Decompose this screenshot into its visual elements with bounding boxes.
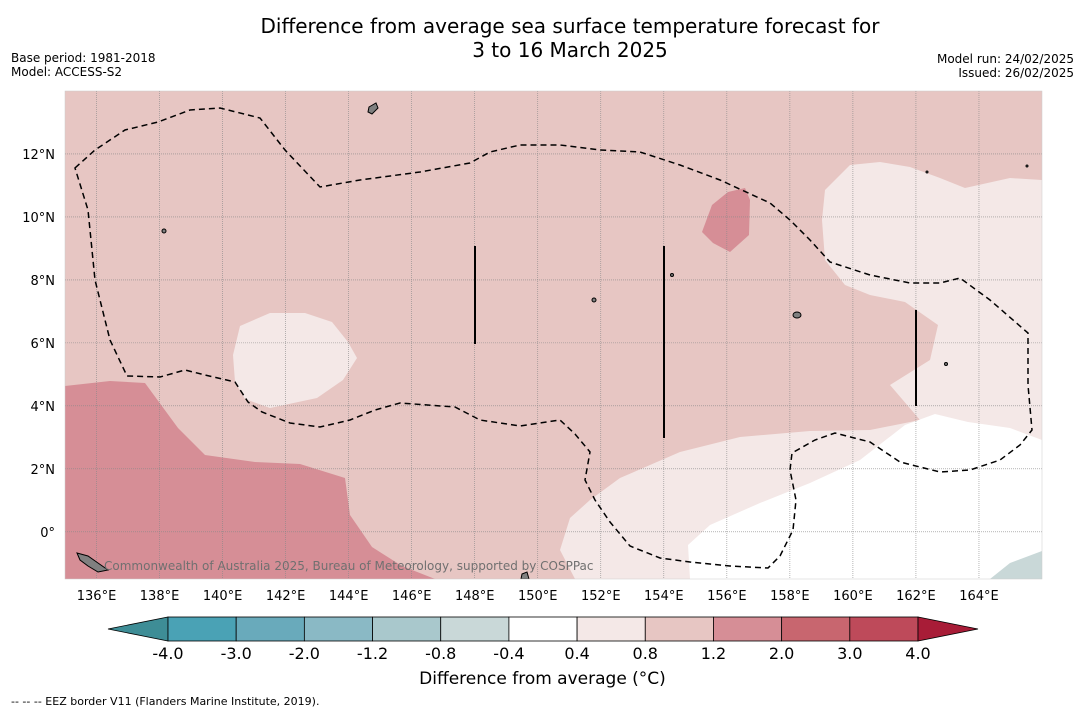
- lon-tick-label: 140°E: [203, 589, 243, 604]
- colorbar-segment: [235, 616, 305, 642]
- lon-tick-label: 150°E: [518, 589, 558, 604]
- colorbar-segment: [167, 616, 237, 642]
- model-name: Model: ACCESS-S2: [11, 65, 123, 79]
- colorbar-tick: 4.0: [905, 644, 931, 663]
- lon-tick-label: 164°E: [959, 589, 999, 604]
- colorbar-segment: [781, 616, 851, 642]
- lon-tick-label: 138°E: [140, 589, 180, 604]
- island-small-5: [925, 170, 929, 174]
- anomaly-region-se-cool: [990, 551, 1042, 579]
- colorbar-segment: [849, 616, 919, 642]
- lon-tick-label: 160°E: [833, 589, 873, 604]
- lat-tick-label: 2°N: [31, 463, 56, 478]
- lon-tick-label: 154°E: [644, 589, 684, 604]
- colorbar-segment: [303, 616, 373, 642]
- colorbar-segment: [644, 616, 714, 642]
- eez-legend-note: -- -- -- EEZ border V11 (Flanders Marine…: [11, 695, 320, 708]
- lat-tick-label: 4°N: [31, 400, 56, 415]
- eez-boundary-segments: [474, 246, 917, 438]
- lon-tick-label: 158°E: [770, 589, 810, 604]
- lat-tick-label: 12°N: [22, 148, 55, 163]
- eez-border-north: [74, 107, 1033, 569]
- run-info: Model run: 24/02/2025 Issued: 26/02/2025: [937, 52, 1074, 80]
- lon-tick-label: 146°E: [392, 589, 432, 604]
- island-south: [520, 571, 530, 579]
- base-info: Base period: 1981-2018 Model: ACCESS-S2: [11, 51, 156, 79]
- lat-tick-label: 6°N: [31, 337, 56, 352]
- colorbar-tick: -0.4: [493, 644, 525, 663]
- colorbar-segment: [440, 616, 510, 642]
- colorbar-tick: -2.0: [288, 644, 320, 663]
- anomaly-region-ne-light: [822, 162, 1042, 444]
- anomaly-region-se-neutral: [688, 414, 1042, 579]
- island-southwest: [76, 552, 110, 573]
- colorbar-extend-low: [107, 616, 169, 642]
- lon-tick-label: 156°E: [707, 589, 747, 604]
- map-title: Difference from average sea surface temp…: [170, 14, 970, 62]
- colorbar: [107, 616, 979, 642]
- lon-tick-label: 152°E: [581, 589, 621, 604]
- anomaly-region-sw-warm: [65, 381, 435, 579]
- colorbar-segment: [508, 616, 578, 642]
- lat-tick-label: 10°N: [22, 211, 55, 226]
- colorbar-label: Difference from average (°C): [419, 669, 666, 689]
- island-small-1: [161, 228, 167, 234]
- island-north: [367, 102, 379, 115]
- colorbar-tick: -1.2: [356, 644, 389, 663]
- islands: [76, 102, 1029, 579]
- colorbar-segment: [576, 616, 646, 642]
- colorbar-tick: 0.4: [564, 644, 590, 663]
- map-frame: [64, 90, 1043, 580]
- map-area: Commonwealth of Australia 2025, Bureau o…: [65, 91, 1042, 579]
- longitude-labels: 136°E 138°E 140°E 142°E 144°E 146°E 148°E 150°E…: [77, 589, 999, 604]
- lon-tick-label: 142°E: [266, 589, 306, 604]
- title-line-2: 3 to 16 March 2025: [472, 38, 668, 62]
- island-east: [792, 311, 802, 319]
- lat-tick-label: 8°N: [31, 274, 56, 289]
- colorbar-tick: 2.0: [768, 644, 795, 663]
- island-small-3: [670, 273, 674, 277]
- lon-tick-label: 162°E: [896, 589, 936, 604]
- island-small-6: [1025, 164, 1029, 168]
- eez-borders: [74, 107, 1033, 569]
- colorbar-segment: [372, 616, 442, 642]
- island-small-2: [591, 297, 597, 303]
- colorbar-tick: -4.0: [152, 644, 184, 663]
- colorbar-tick: -0.8: [425, 644, 457, 663]
- copyright-text: Commonwealth of Australia 2025, Bureau o…: [104, 559, 594, 573]
- lon-tick-label: 148°E: [455, 589, 495, 604]
- model-run-date: Model run: 24/02/2025: [936, 52, 1074, 66]
- colorbar-extend-high: [917, 616, 979, 642]
- issued-date: Issued: 26/02/2025: [958, 66, 1074, 80]
- lon-tick-label: 144°E: [329, 589, 369, 604]
- island-small-4: [944, 362, 948, 366]
- base-period: Base period: 1981-2018: [11, 51, 156, 65]
- latitude-labels: 0° 2°N 4°N 6°N 8°N 10°N 12°N: [22, 148, 55, 541]
- colorbar-segment: [713, 616, 783, 642]
- colorbar-tick: -3.0: [220, 644, 252, 663]
- anomaly-region-ne-warm: [702, 188, 750, 252]
- anomaly-region-west-light: [233, 313, 357, 408]
- colorbar-tick: 1.2: [700, 644, 727, 663]
- lon-tick-label: 136°E: [77, 589, 117, 604]
- colorbar-tick: 3.0: [837, 644, 863, 663]
- lat-tick-label: 0°: [40, 526, 55, 541]
- colorbar-tick: 0.8: [632, 644, 658, 663]
- title-line-1: Difference from average sea surface temp…: [260, 14, 880, 38]
